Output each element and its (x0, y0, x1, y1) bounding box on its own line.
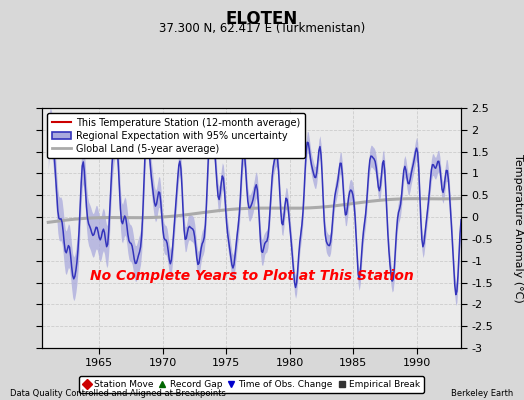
Text: Data Quality Controlled and Aligned at Breakpoints: Data Quality Controlled and Aligned at B… (10, 389, 226, 398)
Text: 37.300 N, 62.417 E (Turkmenistan): 37.300 N, 62.417 E (Turkmenistan) (159, 22, 365, 35)
Legend: Station Move, Record Gap, Time of Obs. Change, Empirical Break: Station Move, Record Gap, Time of Obs. C… (79, 376, 424, 393)
Text: Berkeley Earth: Berkeley Earth (451, 389, 514, 398)
Text: ELOTEN: ELOTEN (226, 10, 298, 28)
Y-axis label: Temperature Anomaly (°C): Temperature Anomaly (°C) (512, 154, 523, 302)
Text: No Complete Years to Plot at This Station: No Complete Years to Plot at This Statio… (90, 269, 413, 283)
